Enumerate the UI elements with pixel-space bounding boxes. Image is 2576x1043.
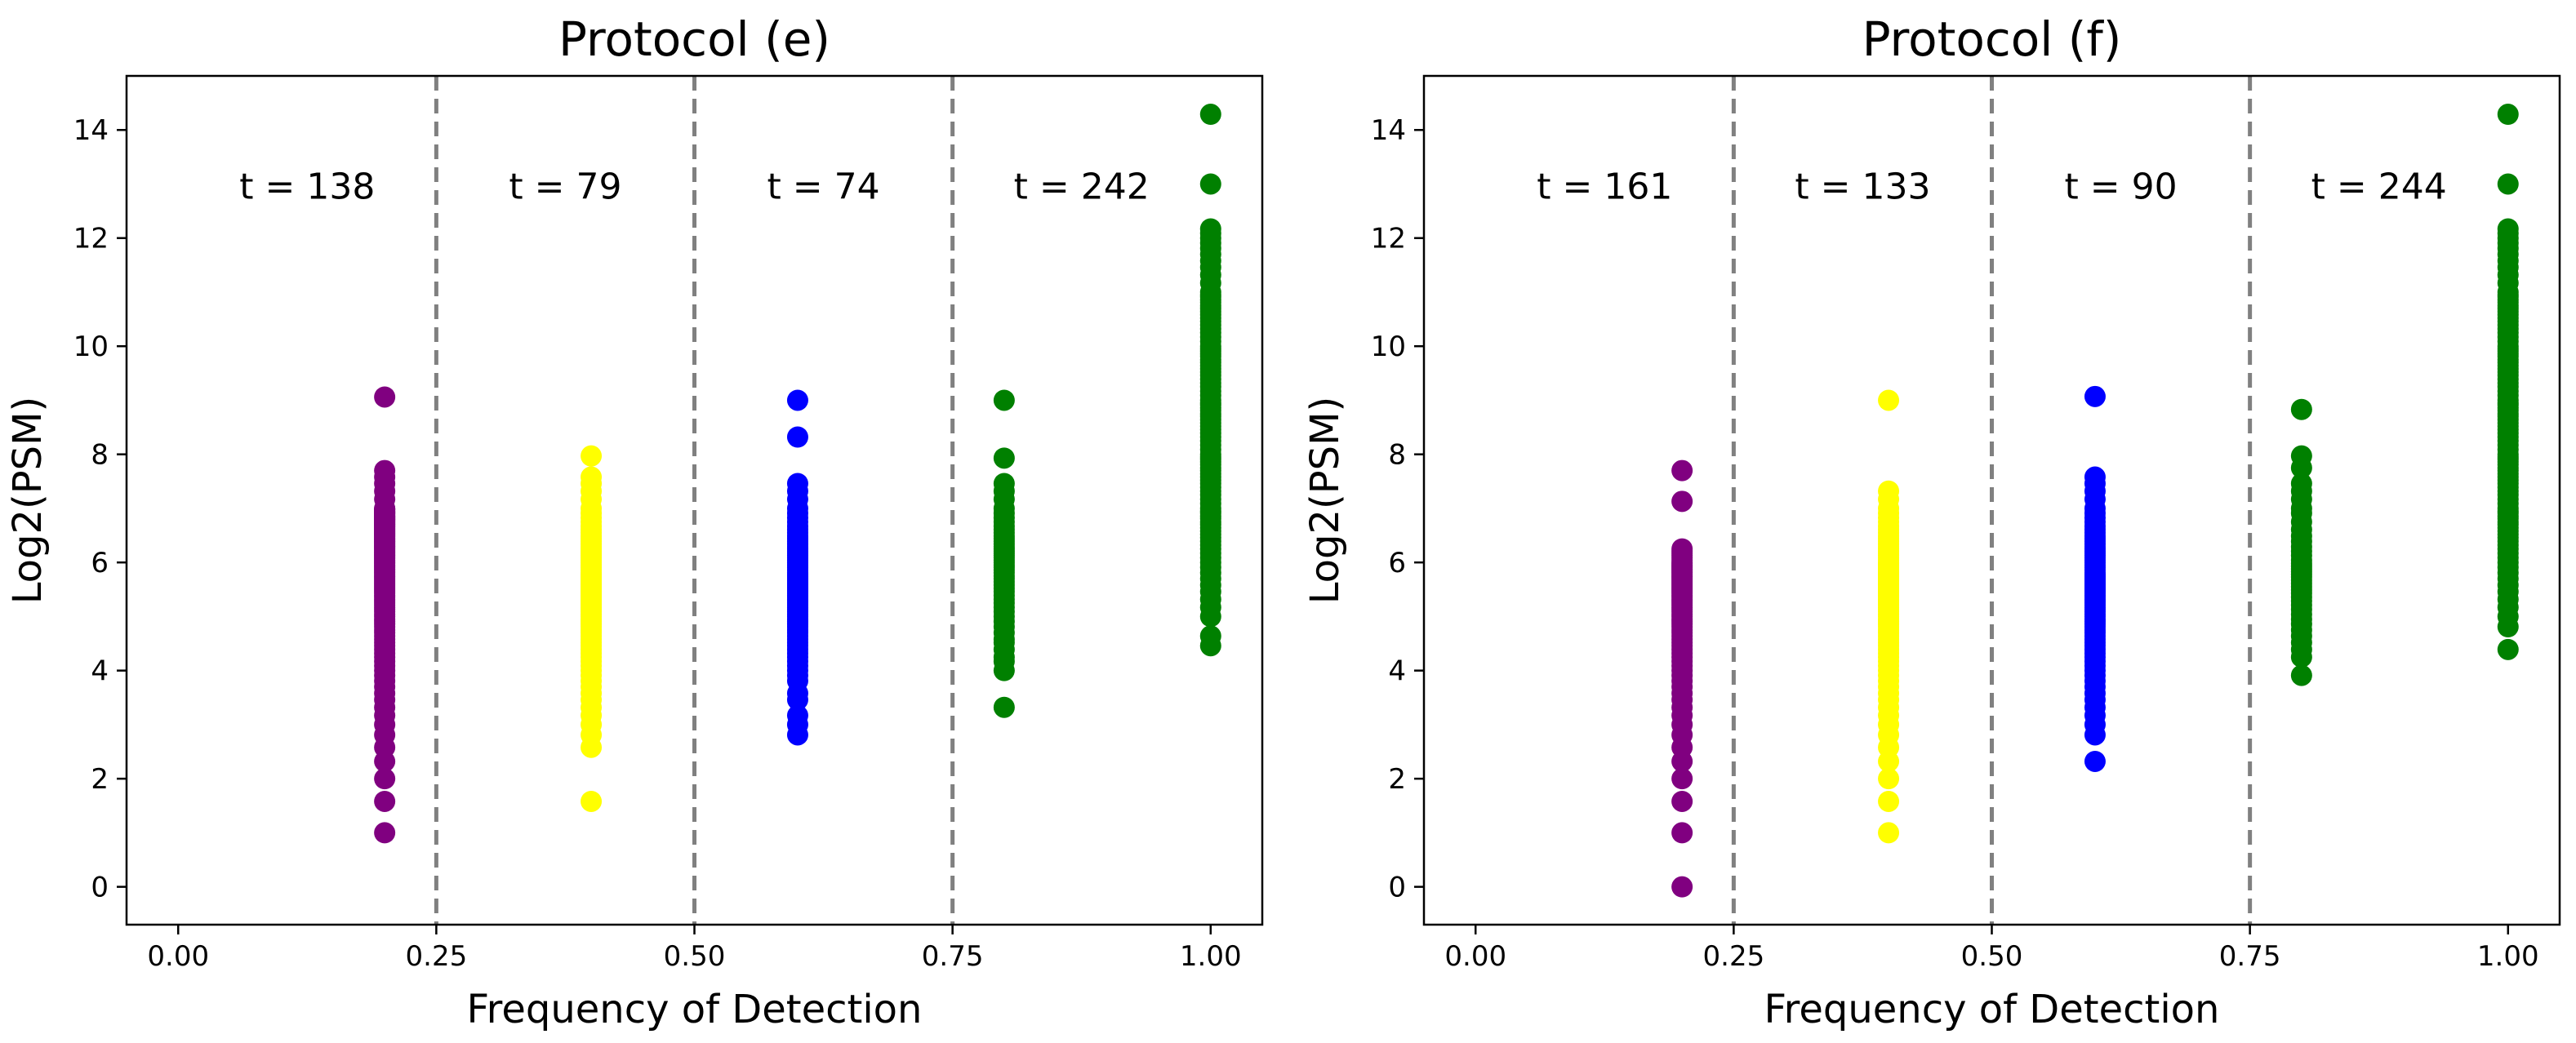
scatter-point xyxy=(2084,466,2106,488)
y-tick-label: 8 xyxy=(91,439,109,472)
group-count-label: t = 244 xyxy=(2311,166,2447,207)
scatter-points xyxy=(374,104,1221,844)
group-count-label: t = 161 xyxy=(1537,166,1672,207)
y-tick-label: 14 xyxy=(73,114,109,147)
scatter-point xyxy=(786,473,808,495)
scatter-point xyxy=(1671,538,1693,560)
scatter-point xyxy=(1671,876,1693,898)
y-tick-label: 12 xyxy=(1371,223,1406,255)
scatter-point xyxy=(374,386,396,408)
x-tick-label: 0.25 xyxy=(406,940,468,973)
scatter-point xyxy=(786,389,808,411)
x-tick-label: 0.75 xyxy=(922,940,984,973)
y-tick-label: 14 xyxy=(1371,114,1406,147)
scatter-point xyxy=(1199,173,1221,195)
chart-title: Protocol (f) xyxy=(1862,11,2122,67)
scatter-point xyxy=(993,389,1015,411)
y-tick-label: 2 xyxy=(91,763,109,796)
scatter-point xyxy=(374,459,396,482)
scatter-point xyxy=(1671,490,1693,513)
scatter-point xyxy=(1671,790,1693,812)
x-tick-label: 0.50 xyxy=(1961,940,2023,973)
y-tick-label: 4 xyxy=(1388,655,1406,688)
scatter-point xyxy=(993,447,1015,469)
group-count-label: t = 242 xyxy=(1014,166,1150,207)
scatter-point xyxy=(1199,625,1221,647)
scatter-point xyxy=(1878,822,1900,844)
chart-panel-1: Protocol (f) t = 161 t = 133 t = 90 t = 244 0… xyxy=(1302,11,2561,1032)
scatter-point xyxy=(581,790,603,812)
y-tick-label: 2 xyxy=(1388,763,1406,796)
group-count-label: t = 138 xyxy=(239,166,375,207)
scatter-point xyxy=(1671,459,1693,482)
scatter-point xyxy=(581,445,603,467)
scatter-point xyxy=(2497,104,2519,126)
y-axis-label: Log2(PSM) xyxy=(5,397,51,605)
group-count-label: t = 79 xyxy=(509,166,621,207)
group-count-label: t = 133 xyxy=(1795,166,1930,207)
scatter-point xyxy=(2290,398,2312,420)
scatter-point xyxy=(1199,104,1221,126)
x-tick-label: 1.00 xyxy=(1180,940,1242,973)
group-count-label: t = 74 xyxy=(767,166,880,207)
scatter-point xyxy=(374,790,396,812)
y-tick-label: 10 xyxy=(1371,331,1406,363)
scatter-point xyxy=(1671,768,1693,790)
scatter-point xyxy=(1199,218,1221,240)
x-tick-label: 0.00 xyxy=(1444,940,1506,973)
x-tick-label: 0.50 xyxy=(664,940,726,973)
chart-panel-0: Protocol (e) t = 138 t = 79 t = 74 t = 242 0.… xyxy=(5,11,1264,1032)
scatter-point xyxy=(374,768,396,790)
chart-title: Protocol (e) xyxy=(558,11,830,67)
scatter-point xyxy=(2497,173,2519,195)
y-tick-label: 0 xyxy=(1388,872,1406,904)
x-tick-label: 0.25 xyxy=(1703,940,1765,973)
scatter-points xyxy=(1671,104,2519,898)
x-tick-label: 1.00 xyxy=(2477,940,2539,973)
scatter-point xyxy=(786,704,808,726)
scatter-point xyxy=(993,696,1015,718)
scatter-point xyxy=(1878,480,1900,502)
y-tick-label: 12 xyxy=(73,223,109,255)
y-tick-label: 4 xyxy=(91,655,109,688)
x-axis-label: Frequency of Detection xyxy=(1764,987,2220,1032)
y-tick-label: 10 xyxy=(73,331,109,363)
scatter-point xyxy=(2084,750,2106,772)
y-tick-label: 0 xyxy=(91,872,109,904)
y-tick-label: 6 xyxy=(91,547,109,579)
scatter-point xyxy=(2497,218,2519,240)
y-axis-label: Log2(PSM) xyxy=(1302,397,1348,605)
x-axis-label: Frequency of Detection xyxy=(467,987,923,1032)
scatter-point xyxy=(1878,389,1900,411)
scatter-point xyxy=(581,466,603,488)
scatter-point xyxy=(2290,664,2312,686)
scatter-point xyxy=(993,473,1015,495)
scatter-point xyxy=(2290,473,2312,495)
scatter-point xyxy=(2290,445,2312,467)
group-count-label: t = 90 xyxy=(2065,166,2178,207)
scatter-point xyxy=(786,426,808,448)
scatter-point xyxy=(2497,638,2519,660)
x-tick-label: 0.00 xyxy=(147,940,209,973)
scatter-point xyxy=(2084,385,2106,407)
scatter-point xyxy=(1671,822,1693,844)
x-tick-label: 0.75 xyxy=(2219,940,2281,973)
y-tick-label: 6 xyxy=(1388,547,1406,579)
scatter-point xyxy=(374,822,396,844)
scatter-point xyxy=(1878,790,1900,812)
scatter-point xyxy=(1878,768,1900,790)
y-tick-label: 8 xyxy=(1388,439,1406,472)
